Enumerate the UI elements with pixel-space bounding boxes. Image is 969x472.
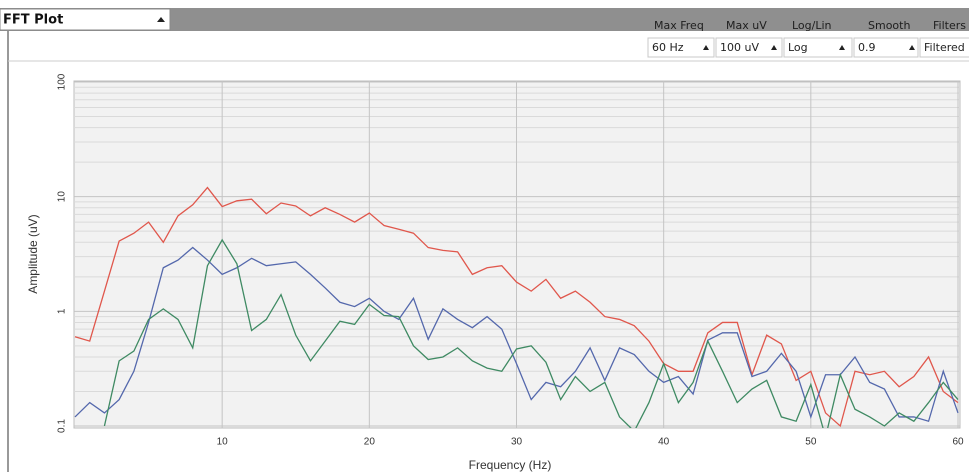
series-line (74, 246, 959, 423)
dropdown-caret (157, 17, 165, 22)
y-axis-title: Amplitude (uV) (26, 214, 40, 293)
y-tick-label: 1 (57, 308, 68, 314)
x-tick-label: 60 (952, 437, 964, 448)
series-line (103, 238, 959, 428)
x-tick-label: 40 (658, 437, 670, 448)
x-tick-label: 10 (217, 437, 229, 448)
toolbar-bar (0, 8, 969, 31)
dropdown-caret (771, 45, 777, 50)
dropdown-value: 100 uV (720, 41, 759, 54)
control-label: Max Freq (654, 19, 704, 32)
dropdown-value: 0.9 (858, 41, 876, 54)
dropdown-caret (703, 45, 709, 50)
x-axis-title: Frequency (Hz) (469, 458, 552, 472)
dropdown[interactable] (853, 37, 919, 58)
x-tick-label: 30 (511, 437, 523, 448)
dropdown[interactable] (783, 37, 853, 58)
dropdown-value: Filtered (924, 41, 965, 54)
plot-selector-label: FFT Plot (3, 13, 63, 28)
dropdown-caret (909, 45, 915, 50)
dropdown-caret (839, 45, 845, 50)
dropdown-value: 60 Hz (652, 41, 684, 54)
y-tick-label: 10 (57, 191, 68, 203)
control-label: Filters (933, 19, 966, 32)
series-line (74, 186, 959, 428)
plot-lines (74, 186, 959, 428)
x-tick-label: 50 (805, 437, 817, 448)
dropdown[interactable] (647, 37, 715, 58)
plot-selector[interactable] (0, 8, 171, 31)
dropdown[interactable] (715, 37, 783, 58)
control-label: Max uV (726, 19, 767, 32)
y-tick-label: 100 (57, 73, 68, 90)
y-tick-label: 0.1 (57, 419, 68, 433)
x-tick-label: 20 (364, 437, 376, 448)
control-label: Log/Lin (792, 19, 832, 32)
control-label: Smooth (868, 19, 910, 32)
dropdown-value: Log (788, 41, 808, 54)
dropdown[interactable] (919, 37, 969, 58)
